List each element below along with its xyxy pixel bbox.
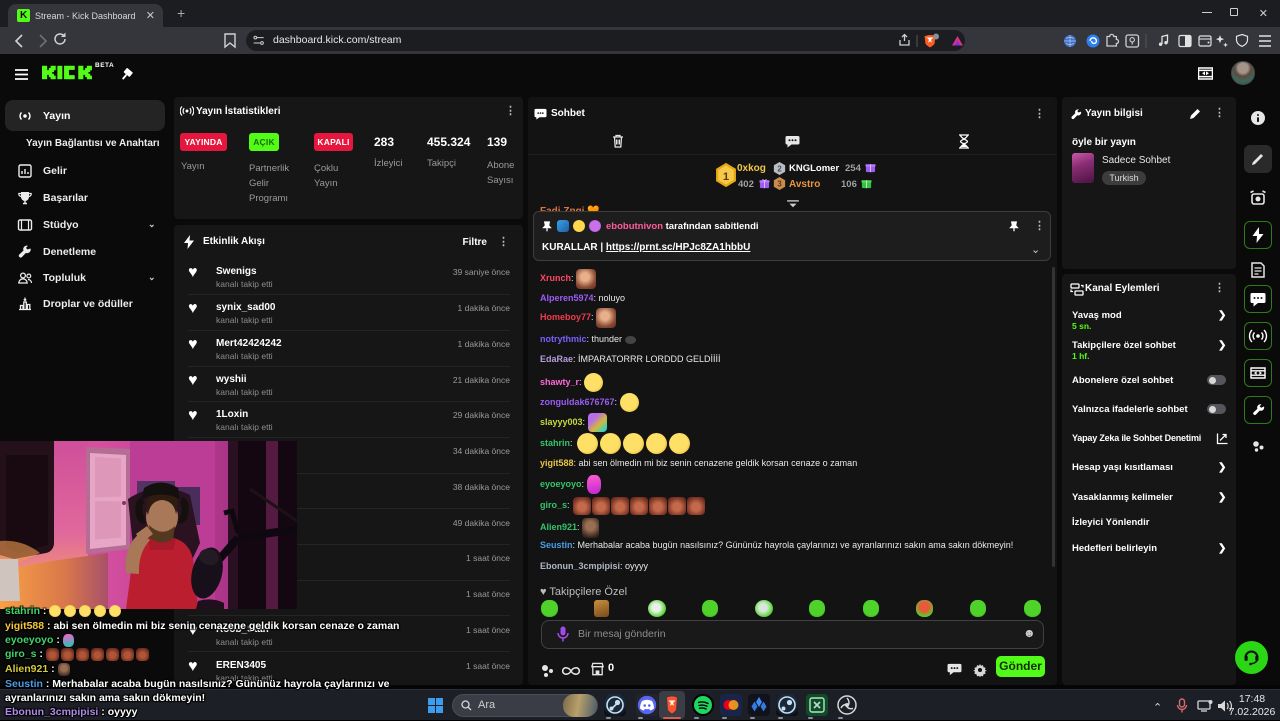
svg-text:3: 3 [777,180,782,189]
svg-text:1: 1 [723,171,729,183]
svg-text:2: 2 [777,165,782,174]
